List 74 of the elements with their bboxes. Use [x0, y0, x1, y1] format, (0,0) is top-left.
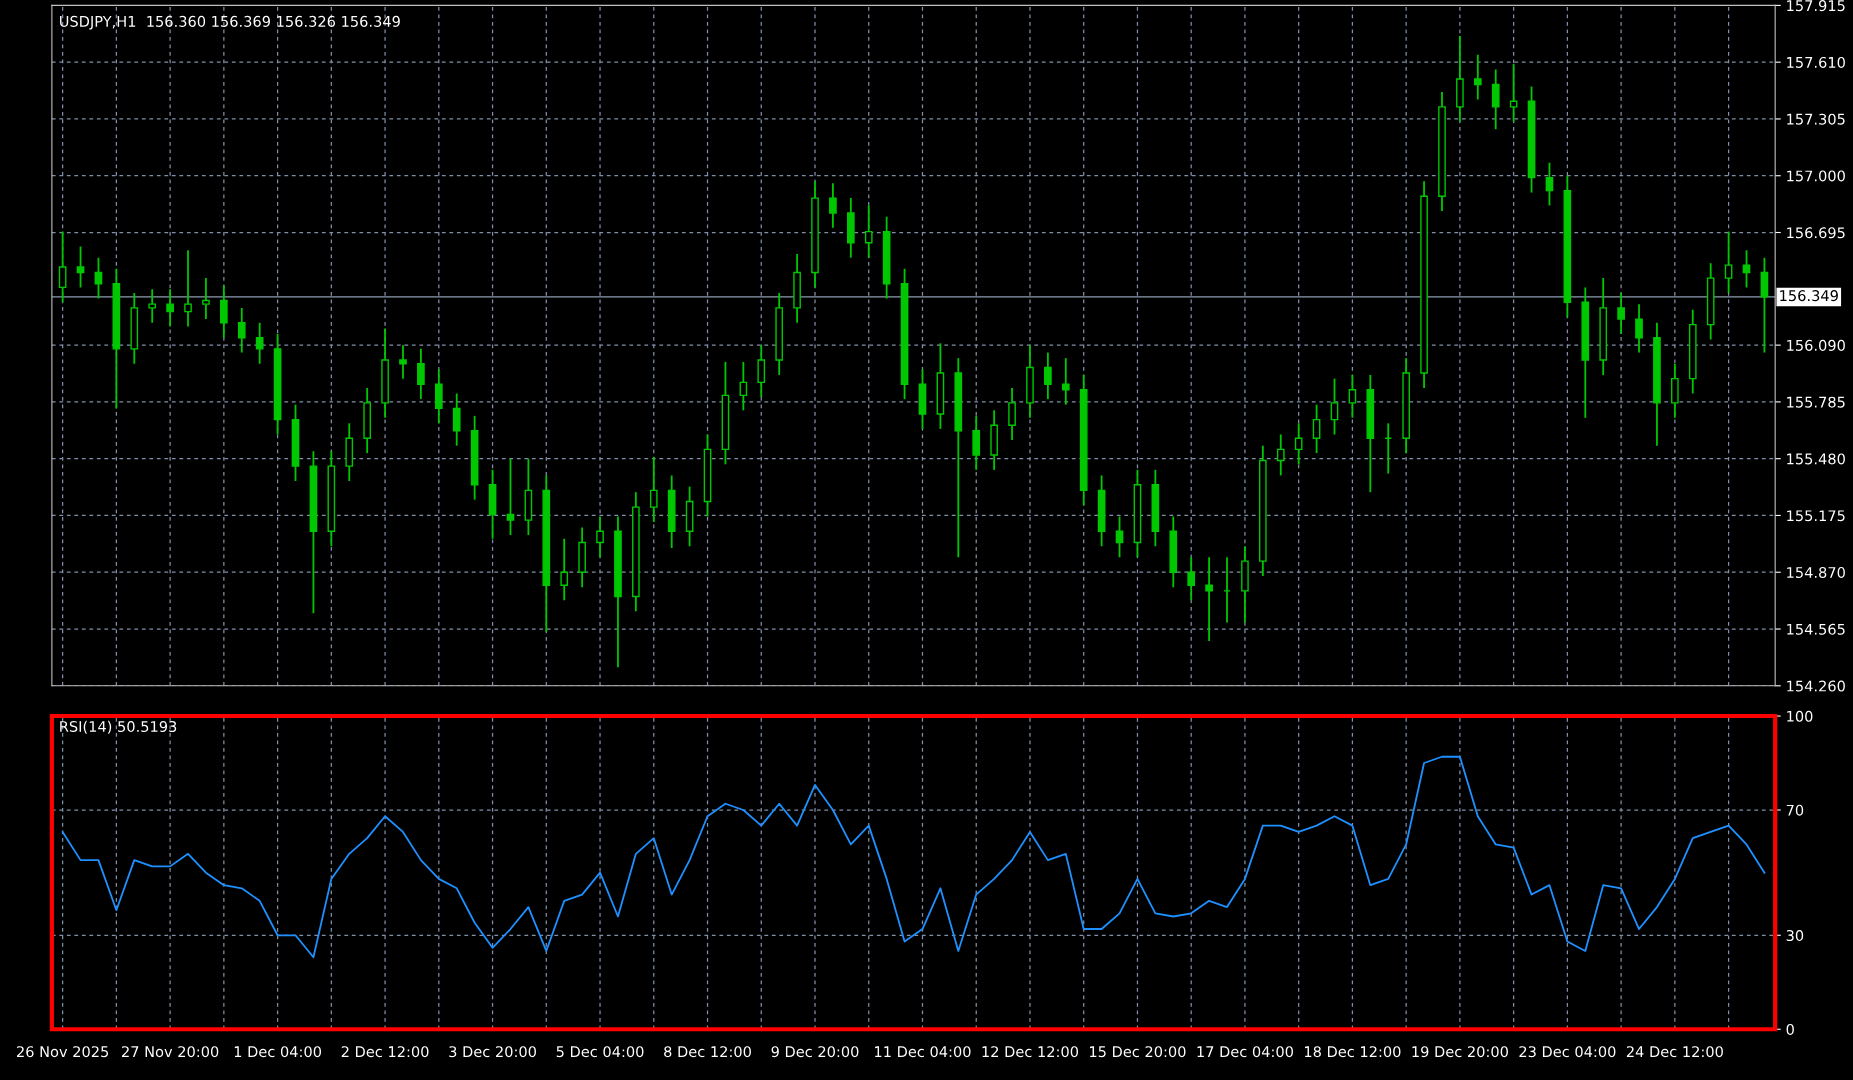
candlestick — [399, 344, 407, 380]
y-tick-label: 155.785 — [1787, 396, 1845, 408]
x-tick-label: 24 Dec 12:00 — [1626, 1046, 1723, 1058]
candlestick — [1545, 161, 1554, 207]
x-tick-label: 18 Dec 12:00 — [1304, 1046, 1401, 1058]
x-tick-label: 26 Nov 2025 — [17, 1046, 109, 1058]
line-series — [61, 755, 1766, 959]
x-tick-label: 9 Dec 20:00 — [771, 1046, 859, 1058]
candlestick — [184, 249, 192, 328]
y-tick-label: 157.915 — [1787, 0, 1845, 12]
candlestick — [1187, 556, 1196, 602]
candlestick — [255, 321, 264, 365]
candlestick — [148, 288, 157, 324]
candlestick — [220, 284, 228, 339]
y-tick-label: 70 — [1786, 804, 1804, 816]
y-tick-label: 156.695 — [1787, 227, 1845, 239]
y-tick-label: 156.090 — [1787, 339, 1845, 351]
candlestick — [1724, 230, 1733, 294]
y-tick-label: 0 — [1786, 1023, 1794, 1035]
x-tick-label: 15 Dec 20:00 — [1090, 1046, 1186, 1058]
candlestick — [1008, 387, 1016, 441]
y-tick-label: 154.260 — [1787, 680, 1845, 692]
y-tick-label: 154.565 — [1787, 623, 1845, 635]
candlestick — [864, 204, 873, 259]
x-tick-label: 3 Dec 20:00 — [449, 1046, 536, 1058]
candlestick — [1061, 357, 1070, 406]
candlestick — [1473, 53, 1482, 101]
candlestick — [1742, 249, 1751, 289]
candlestick — [560, 537, 569, 602]
candlestick — [1348, 374, 1357, 419]
candlestick — [1205, 556, 1213, 643]
candlestick — [757, 344, 766, 399]
x-tick-label: 23 Dec 04:00 — [1519, 1046, 1616, 1058]
ref-line-label: 156.349 — [1780, 290, 1838, 302]
candlestick — [417, 347, 425, 401]
candlestick — [58, 230, 67, 304]
candlestick — [1509, 63, 1518, 123]
x-tick-label: 19 Dec 20:00 — [1412, 1046, 1508, 1058]
candlestick — [1617, 292, 1625, 335]
candlestick — [596, 515, 604, 559]
x-tick-label: 11 Dec 04:00 — [875, 1046, 971, 1058]
chart-title: RSI(14) 50.5193 — [60, 720, 177, 734]
x-tick-label: 17 Dec 04:00 — [1197, 1046, 1293, 1058]
x-tick-label: 27 Nov 20:00 — [122, 1046, 219, 1058]
candlestick — [166, 288, 174, 328]
y-tick-label: 154.870 — [1787, 566, 1845, 578]
candlestick — [452, 392, 461, 447]
candlestick — [649, 455, 658, 523]
y-tick-label: 155.175 — [1787, 510, 1845, 522]
candlestick — [1312, 403, 1321, 455]
y-tick-label: 30 — [1786, 930, 1804, 942]
y-tick-label: 157.610 — [1787, 56, 1845, 68]
candlestick — [202, 277, 210, 320]
candlestick — [1330, 377, 1339, 436]
candlestick — [506, 457, 515, 536]
candlestick — [1635, 303, 1643, 354]
y-tick-label: 100 — [1787, 710, 1813, 722]
candlestick — [237, 306, 246, 354]
candlestick — [739, 360, 748, 412]
candlestick — [1294, 422, 1303, 466]
text: USDJPY,H1 156.360 156.369 156.326 156.349 — [60, 15, 400, 30]
candlestick — [829, 182, 837, 229]
x-tick-label: 2 Dec 12:00 — [341, 1046, 429, 1058]
y-tick-label: 157.305 — [1787, 113, 1845, 125]
candlestick — [76, 245, 85, 289]
y-tick-label: 155.480 — [1787, 453, 1845, 465]
x-tick-label: 8 Dec 12:00 — [664, 1046, 751, 1058]
x-tick-label: 5 Dec 04:00 — [556, 1046, 644, 1058]
candlestick — [1276, 433, 1285, 477]
candlestick — [1491, 68, 1500, 131]
x-tick-label: 12 Dec 12:00 — [982, 1046, 1079, 1058]
x-tick-label: 1 Dec 04:00 — [234, 1046, 322, 1058]
y-tick-label: 157.000 — [1787, 170, 1845, 182]
candlestick — [1044, 351, 1052, 401]
